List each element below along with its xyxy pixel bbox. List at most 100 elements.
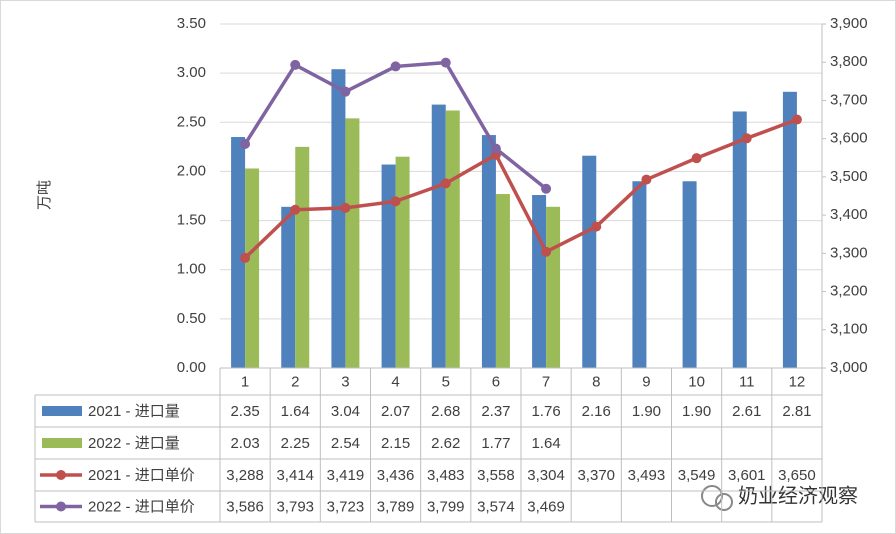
table-value: 3,789 <box>377 498 415 515</box>
bar <box>331 69 346 368</box>
marker <box>541 183 552 194</box>
marker <box>440 57 451 68</box>
table-value: 3,414 <box>276 467 314 484</box>
table-value: 1.90 <box>632 403 661 420</box>
table-value: 3,436 <box>377 467 415 484</box>
bar <box>381 164 396 368</box>
table-value: 3,723 <box>327 498 365 515</box>
y-tick-label: 1.00 <box>177 261 206 278</box>
y-tick-label: 2.00 <box>177 162 206 179</box>
table-value: 1.64 <box>281 403 310 420</box>
y2-tick-label: 3,900 <box>830 15 868 32</box>
table-value: 3,650 <box>778 467 816 484</box>
table-value: 2.61 <box>732 403 761 420</box>
bar <box>431 104 446 368</box>
x-tick-label: 9 <box>642 373 650 390</box>
table-value: 2.81 <box>782 403 811 420</box>
table-value: 2.03 <box>230 435 259 452</box>
table-value: 3,370 <box>577 467 615 484</box>
marker <box>290 59 301 70</box>
bar <box>632 181 647 368</box>
legend-label: 2021 - 进口单价 <box>88 467 195 484</box>
table-value: 3,558 <box>477 467 515 484</box>
table-value: 3,304 <box>527 467 565 484</box>
marker <box>390 61 401 72</box>
table-value: 2.54 <box>331 435 360 452</box>
table-value: 3,493 <box>628 467 666 484</box>
y2-tick-label: 3,600 <box>830 130 868 147</box>
marker <box>641 174 652 185</box>
marker <box>591 221 602 232</box>
legend-marker <box>56 470 66 480</box>
bar <box>245 168 260 368</box>
table-value: 2.35 <box>230 403 259 420</box>
legend-marker <box>56 501 66 512</box>
table-value: 2.68 <box>431 403 460 420</box>
table-value: 2.07 <box>381 403 410 420</box>
y-tick-label: 2.50 <box>177 113 206 130</box>
y2-tick-label: 3,500 <box>830 168 868 185</box>
x-tick-label: 12 <box>789 373 806 390</box>
marker <box>240 139 251 150</box>
line <box>243 117 798 260</box>
table-value: 1.64 <box>531 435 560 452</box>
table-value: 3,288 <box>226 467 264 484</box>
marker <box>340 86 351 97</box>
table-value: 2.16 <box>582 403 611 420</box>
table-value: 2.37 <box>481 403 510 420</box>
table-value: 3,483 <box>427 467 465 484</box>
y-tick-label: 3.00 <box>177 64 206 81</box>
table-value: 2.62 <box>431 435 460 452</box>
legend-label: 2022 - 进口单价 <box>88 498 195 515</box>
x-tick-label: 2 <box>291 373 299 390</box>
table-value: 3,469 <box>527 498 565 515</box>
y-tick-label: 1.50 <box>177 212 206 229</box>
y-tick-label: 0.00 <box>177 359 206 376</box>
legend-label: 2022 - 进口量 <box>88 435 180 452</box>
bar <box>281 206 296 368</box>
bar <box>782 91 797 369</box>
y2-tick-label: 3,200 <box>830 283 868 300</box>
legend-label: 2021 - 进口量 <box>88 403 180 420</box>
y-axis-label: 万吨 <box>35 180 53 210</box>
y2-tick-label: 3,000 <box>830 359 868 376</box>
marker <box>390 196 401 207</box>
y-tick-label: 3.50 <box>177 15 206 32</box>
bar <box>395 156 410 368</box>
table-value: 3,586 <box>226 498 264 515</box>
bar <box>546 206 561 368</box>
y-tick-label: 0.50 <box>177 310 206 327</box>
y2-tick-label: 3,700 <box>830 91 868 108</box>
bar <box>682 181 697 368</box>
bar <box>481 135 496 368</box>
legend-swatch <box>42 438 82 448</box>
bar <box>582 155 597 368</box>
y2-tick-label: 3,800 <box>830 53 868 70</box>
marker <box>541 246 552 257</box>
bar <box>445 110 460 369</box>
marker <box>440 178 451 189</box>
marker <box>791 114 802 125</box>
marker <box>240 252 251 263</box>
bar <box>231 137 246 368</box>
bar <box>732 111 747 368</box>
table-value: 3,419 <box>327 467 365 484</box>
x-tick-label: 1 <box>241 373 249 390</box>
table-value: 2.15 <box>381 435 410 452</box>
watermark: 奶业经济观察 <box>738 484 858 507</box>
table-value: 3,549 <box>678 467 716 484</box>
x-tick-label: 3 <box>341 373 349 390</box>
table-value: 3,574 <box>477 498 515 515</box>
marker <box>741 133 752 144</box>
legend-swatch <box>42 406 82 416</box>
marker <box>691 153 702 164</box>
y2-tick-label: 3,300 <box>830 244 868 261</box>
marker <box>490 143 501 154</box>
x-tick-label: 7 <box>542 373 550 390</box>
bar <box>495 194 510 368</box>
table-value: 3.04 <box>331 403 360 420</box>
marker <box>340 202 351 213</box>
x-tick-label: 5 <box>442 373 450 390</box>
table-value: 3,601 <box>728 467 766 484</box>
